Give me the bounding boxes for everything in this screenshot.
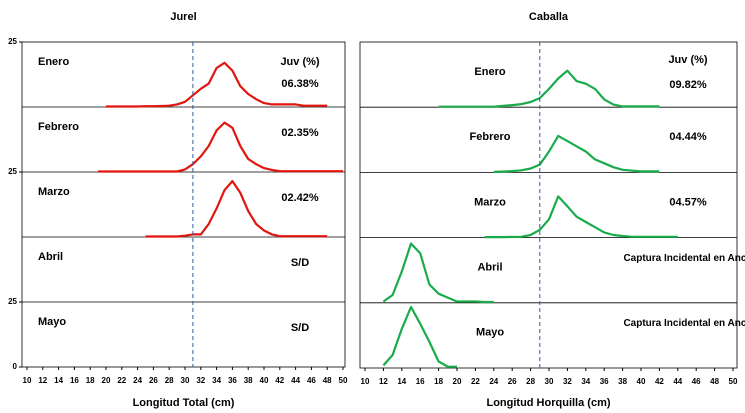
x-tick-label: 22 [471,377,480,386]
month-label: Abril [38,251,63,263]
x-tick-label: 50 [729,377,738,386]
juv-value: 02.42% [281,192,319,204]
x-tick-label: 38 [618,377,627,386]
x-tick-label: 30 [181,376,190,385]
month-label: Febrero [38,121,79,133]
x-tick-label: 10 [361,377,370,386]
y-tick-label: 0 [13,362,18,371]
x-tick-label: 20 [102,376,111,385]
x-tick-label: 22 [117,376,126,385]
juv-value: 04.57% [669,196,707,208]
x-tick-label: 30 [545,377,554,386]
x-axis-label: Longitud Total (cm) [133,397,235,409]
x-tick-label: 12 [379,377,388,386]
month-label: Enero [38,56,69,68]
x-tick-label: 32 [196,376,205,385]
x-tick-label: 16 [416,377,425,386]
y-tick-label: 25 [8,37,17,46]
length-curve [382,305,457,368]
month-label: Febrero [470,131,511,143]
x-tick-label: 26 [508,377,517,386]
juv-value: S/D [291,257,309,269]
x-tick-label: 38 [244,376,253,385]
month-label: Marzo [474,196,506,208]
x-tick-label: 40 [637,377,646,386]
x-tick-label: 42 [655,377,664,386]
x-tick-label: 40 [260,376,269,385]
x-tick-label: 28 [526,377,535,386]
month-label: Mayo [476,327,504,339]
month-label: Enero [474,66,505,78]
juv-value: 06.38% [281,78,319,90]
x-tick-label: 36 [600,377,609,386]
x-tick-label: 34 [581,377,590,386]
x-tick-label: 42 [275,376,284,385]
juv-note-text: Captura Incidental en Anch [623,317,745,329]
juv-value: 02.35% [281,127,319,139]
x-tick-label: 20 [453,377,462,386]
juv-value: 09.82% [669,79,707,91]
x-tick-label: 28 [165,376,174,385]
x-tick-label: 18 [434,377,443,386]
length-curve [106,61,328,108]
x-tick-label: 26 [149,376,158,385]
x-axis-label: Longitud Horquilla (cm) [486,397,610,409]
juv-note: Captura Incidental en Anch [623,252,745,264]
x-tick-label: 48 [323,376,332,385]
chart-title: Caballa [529,11,569,23]
x-tick-label: 12 [38,376,47,385]
juv-value: 04.44% [669,131,707,143]
x-tick-label: 46 [307,376,316,385]
x-tick-label: 32 [563,377,572,386]
x-tick-label: 50 [339,376,348,385]
length-curve [493,134,660,173]
x-tick-label: 46 [692,377,701,386]
length-curve [382,242,494,304]
x-tick-label: 16 [70,376,79,385]
length-curve [98,121,343,173]
juv-note-text: Captura Incidental en Anch [623,252,745,264]
juv-header: Juv (%) [668,54,707,66]
y-tick-label: 25 [8,297,17,306]
x-tick-label: 34 [212,376,221,385]
x-tick-label: 48 [710,377,719,386]
month-label: Mayo [38,316,66,328]
plot-frame [21,41,346,368]
length-curve [145,180,328,238]
x-tick-label: 24 [133,376,142,385]
x-tick-label: 44 [673,377,682,386]
length-curve [484,195,678,239]
month-label: Abril [477,262,502,274]
x-tick-label: 18 [86,376,95,385]
juv-note: Captura Incidental en Anch [623,317,745,329]
month-label: Marzo [38,186,70,198]
length-curve [438,69,660,108]
y-tick-label: 25 [8,167,17,176]
x-tick-label: 10 [23,376,32,385]
chart-title: Jurel [170,11,196,23]
x-tick-label: 14 [397,377,406,386]
juv-value: S/D [291,322,309,334]
x-tick-label: 36 [228,376,237,385]
x-tick-label: 14 [54,376,63,385]
x-tick-label: 44 [291,376,300,385]
x-tick-label: 24 [489,377,498,386]
juv-header: Juv (%) [280,56,319,68]
